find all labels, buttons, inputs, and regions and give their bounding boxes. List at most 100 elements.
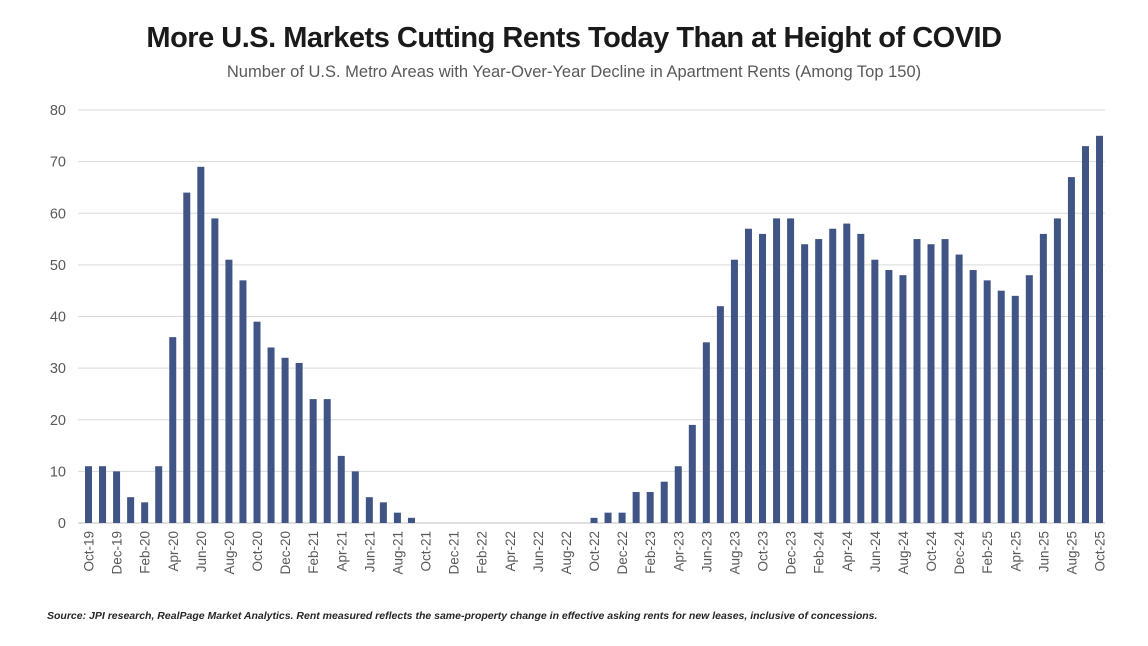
bar-Apr-25	[1011, 295, 1019, 523]
x-tick-label: Dec-19	[110, 531, 125, 575]
bar-Mar-25	[997, 290, 1005, 523]
bar-Jan-25	[969, 270, 977, 523]
x-tick-label: Aug-23	[727, 531, 742, 575]
y-tick-label: 80	[50, 103, 66, 119]
bar-May-21	[351, 471, 359, 524]
bar-Nov-23	[773, 218, 781, 523]
x-tick-label: Feb-24	[812, 531, 827, 574]
x-tick-label: Aug-22	[559, 531, 574, 575]
bar-Feb-24	[815, 239, 823, 523]
bar-Aug-20	[225, 259, 233, 523]
x-tick-label: Aug-25	[1064, 531, 1079, 575]
bar-Oct-25	[1096, 135, 1104, 523]
rent-decline-bar-chart: 0 10 20 30 40 50 60 70 80 Oct-19 Dec-19 Feb-20 Apr-2…	[50, 103, 1108, 575]
bar-Dec-23	[787, 218, 795, 523]
bar-Sep-25	[1081, 146, 1089, 523]
bar-Oct-20	[253, 321, 261, 523]
bar-Jan-23	[632, 492, 640, 523]
bar-May-20	[183, 192, 191, 523]
bar-Aug-23	[730, 259, 738, 523]
bar-Jun-24	[871, 259, 879, 523]
x-tick-label: Feb-22	[475, 531, 490, 574]
bar-Feb-20	[141, 502, 149, 523]
bar-Jun-21	[365, 497, 373, 523]
x-tick-label: Apr-21	[334, 531, 349, 572]
x-tick-label: Oct-24	[924, 531, 939, 572]
bar-Dec-20	[281, 357, 289, 523]
x-tick-label: Oct-23	[756, 531, 771, 572]
x-tick-label: Dec-22	[615, 531, 630, 575]
y-tick-label: 50	[50, 258, 66, 274]
x-tick-label: Apr-22	[503, 531, 518, 572]
bar-Jun-23	[702, 342, 710, 523]
bar-Feb-25	[983, 280, 991, 523]
source-note: Source: JPI research, RealPage Market An…	[47, 610, 878, 622]
x-tick-label: Apr-25	[1008, 531, 1023, 572]
bar-Aug-24	[899, 275, 907, 523]
x-tick-label: Oct-19	[82, 531, 97, 572]
bar-Apr-21	[337, 455, 345, 523]
bar-Nov-24	[941, 239, 949, 523]
x-tick-label: Jun-25	[1036, 531, 1051, 572]
bar-Nov-19	[99, 466, 107, 523]
x-tick-label: Apr-24	[840, 531, 855, 572]
bar-Oct-19	[85, 466, 92, 523]
bar-Dec-24	[955, 254, 963, 524]
y-tick-label: 0	[58, 516, 66, 532]
chart-subtitle: Number of U.S. Metro Areas with Year-Ove…	[226, 63, 922, 81]
x-tick-label: Jun-21	[362, 531, 377, 572]
x-tick-label: Jun-22	[531, 531, 546, 572]
bar-Apr-23	[674, 466, 682, 523]
bar-Jul-23	[716, 306, 724, 523]
bar-Oct-22	[590, 517, 598, 523]
bar-Aug-25	[1067, 177, 1075, 524]
bar-Mar-20	[155, 466, 163, 523]
bar-Oct-24	[927, 244, 935, 524]
y-tick-label: 20	[50, 413, 66, 429]
y-tick-label: 10	[50, 464, 66, 480]
bar-Feb-21	[309, 399, 317, 523]
x-tick-label: Aug-20	[222, 531, 237, 575]
bar-Jul-20	[211, 218, 219, 523]
bar-Aug-21	[393, 512, 401, 523]
bar-Feb-23	[646, 492, 654, 523]
bar-Jan-21	[295, 362, 303, 523]
bar-Apr-24	[843, 223, 851, 523]
bar-Apr-20	[169, 337, 177, 523]
bar-May-24	[857, 233, 865, 523]
y-tick-label: 70	[50, 155, 66, 171]
bar-Mar-23	[660, 481, 668, 523]
x-tick-label: Jun-23	[699, 531, 714, 572]
x-tick-label: Feb-20	[138, 531, 153, 574]
x-tick-label: Aug-21	[390, 531, 405, 575]
bar-Jul-25	[1053, 218, 1061, 523]
bar-Sep-23	[744, 228, 752, 524]
x-tick-label: Feb-23	[643, 531, 658, 574]
x-tick-label: Aug-24	[896, 531, 911, 575]
bar-Jan-20	[127, 497, 135, 523]
x-tick-label: Oct-22	[587, 531, 602, 572]
x-tick-label: Feb-25	[980, 531, 995, 574]
x-tick-label: Apr-20	[166, 531, 181, 572]
bar-Sep-21	[407, 517, 415, 523]
bar-Jun-20	[197, 166, 205, 524]
x-tick-label: Dec-23	[784, 531, 799, 575]
bar-Sep-24	[913, 239, 921, 523]
bar-Jun-25	[1039, 233, 1047, 523]
bar-Jan-24	[801, 244, 809, 524]
bar-Dec-22	[618, 512, 626, 523]
bar-Mar-21	[323, 399, 331, 523]
bar-Nov-20	[267, 347, 275, 523]
bar-Jul-24	[885, 270, 893, 523]
x-tick-label: Oct-25	[1093, 531, 1108, 572]
y-tick-label: 40	[50, 310, 66, 326]
x-tick-label: Oct-21	[419, 531, 434, 572]
bar-Sep-20	[239, 280, 247, 523]
x-tick-label: Jun-24	[868, 531, 883, 573]
bar-Nov-22	[604, 512, 612, 523]
chart-title: More U.S. Markets Cutting Rents Today Th…	[146, 22, 1002, 54]
x-tick-label: Apr-23	[671, 531, 686, 572]
x-tick-label: Oct-20	[250, 531, 265, 572]
x-tick-label: Dec-20	[278, 531, 293, 575]
